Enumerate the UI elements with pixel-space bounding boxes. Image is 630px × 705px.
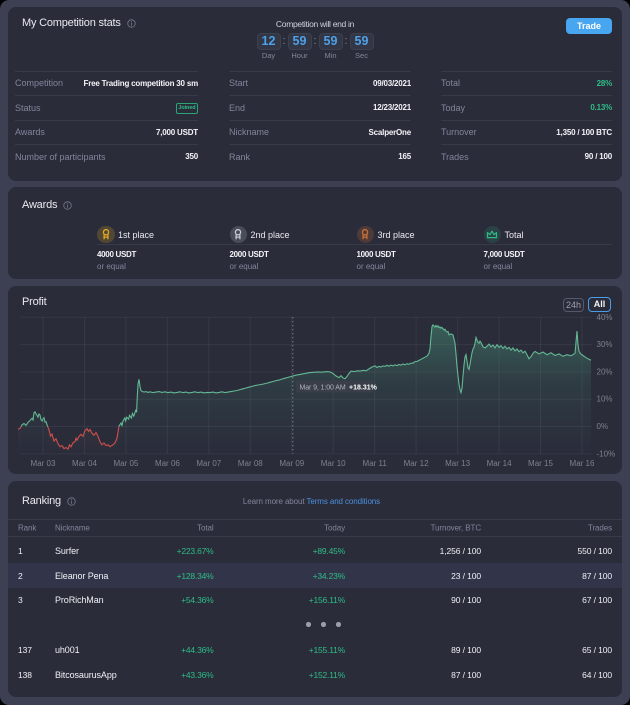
svg-text:Mar 11: Mar 11 (363, 459, 388, 468)
svg-text:Mar 03: Mar 03 (31, 459, 56, 468)
svg-text:10%: 10% (597, 395, 613, 404)
svg-text:30%: 30% (597, 340, 613, 349)
svg-text:Mar 15: Mar 15 (528, 459, 553, 468)
svg-text:40%: 40% (597, 313, 613, 322)
svg-text:Mar 08: Mar 08 (238, 459, 263, 468)
svg-text:Mar 05: Mar 05 (113, 459, 138, 468)
svg-text:-10%: -10% (597, 449, 616, 458)
svg-text:Mar 10: Mar 10 (321, 459, 346, 468)
svg-text:Mar 13: Mar 13 (445, 459, 470, 468)
svg-text:Mar 04: Mar 04 (72, 459, 97, 468)
svg-text:Mar 12: Mar 12 (404, 459, 429, 468)
svg-text:Mar 9, 1:00 AM: Mar 9, 1:00 AM (300, 384, 346, 391)
svg-text:Mar 09: Mar 09 (279, 459, 304, 468)
svg-text:+18.31%: +18.31% (349, 384, 378, 391)
svg-text:0%: 0% (597, 422, 609, 431)
svg-text:Mar 16: Mar 16 (570, 459, 595, 468)
svg-text:Mar 07: Mar 07 (196, 459, 221, 468)
svg-text:Mar 14: Mar 14 (487, 459, 512, 468)
svg-text:Mar 06: Mar 06 (155, 459, 180, 468)
svg-text:20%: 20% (597, 367, 613, 376)
